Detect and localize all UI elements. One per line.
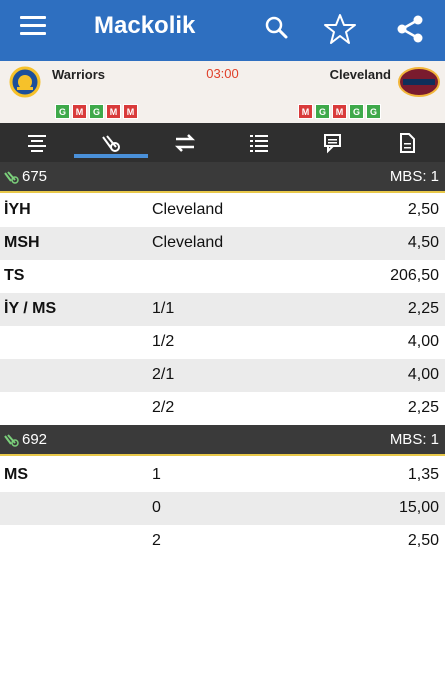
form-badge: G bbox=[89, 104, 104, 119]
bet-section-header: 692 MBS: 1 bbox=[0, 425, 445, 456]
odd-value: 2,50 bbox=[407, 532, 439, 549]
odds-row[interactable]: İYH Cleveland 2,50 bbox=[0, 194, 445, 227]
summary-icon bbox=[28, 134, 46, 152]
odd-value: 4,00 bbox=[407, 366, 439, 383]
pick-label: 1/2 bbox=[152, 333, 175, 350]
odds-row[interactable]: MS 1 1,35 bbox=[0, 459, 445, 492]
form-badge: M bbox=[72, 104, 87, 119]
form-badge: M bbox=[123, 104, 138, 119]
away-form: M G M G G bbox=[298, 104, 381, 119]
pick-label: 1 bbox=[152, 466, 161, 483]
odds-row[interactable]: 2 2,50 bbox=[0, 525, 445, 558]
mbs-label: MBS: 1 bbox=[389, 431, 439, 448]
tab-bar bbox=[0, 123, 445, 162]
tab-document[interactable] bbox=[370, 123, 444, 162]
cavaliers-logo-icon[interactable] bbox=[397, 65, 441, 99]
warriors-logo-icon[interactable] bbox=[9, 65, 41, 99]
odd-value: 4,50 bbox=[407, 234, 439, 251]
odds-row[interactable]: İY / MS 1/1 2,25 bbox=[0, 293, 445, 326]
form-badge: M bbox=[298, 104, 313, 119]
odds-row[interactable]: 2/2 2,25 bbox=[0, 392, 445, 425]
market-label: TS bbox=[4, 267, 25, 284]
pick-label: 1/1 bbox=[152, 300, 175, 317]
list-icon bbox=[250, 134, 268, 152]
form-badge: G bbox=[315, 104, 330, 119]
odd-value: 2,25 bbox=[407, 300, 439, 317]
home-team-name[interactable]: Warriors bbox=[52, 67, 105, 82]
share-icon[interactable] bbox=[393, 12, 427, 46]
market-label: İYH bbox=[4, 201, 31, 218]
home-form: G M G M M bbox=[55, 104, 138, 119]
bet-code: 692 bbox=[22, 431, 48, 448]
odds-icon bbox=[4, 170, 19, 184]
pick-label: 0 bbox=[152, 499, 161, 516]
form-badge: G bbox=[349, 104, 364, 119]
h2h-icon bbox=[174, 133, 196, 152]
pick-label: 2/1 bbox=[152, 366, 175, 383]
app-bar: Mackolik bbox=[0, 0, 445, 61]
menu-icon[interactable] bbox=[20, 16, 46, 38]
odd-value: 4,00 bbox=[407, 333, 439, 350]
pick-label: Cleveland bbox=[152, 234, 224, 251]
odd-value: 2,50 bbox=[407, 201, 439, 218]
odds-row[interactable]: TS 206,50 bbox=[0, 260, 445, 293]
odd-value: 206,50 bbox=[390, 267, 439, 284]
bet-code: 675 bbox=[22, 168, 48, 185]
market-label: MSH bbox=[4, 234, 40, 251]
odd-value: 2,25 bbox=[407, 399, 439, 416]
form-badge: M bbox=[106, 104, 121, 119]
match-header: Warriors 03:00 Cleveland G M G M M M G M… bbox=[0, 61, 445, 123]
tab-comments[interactable] bbox=[296, 123, 370, 162]
market-label: MS bbox=[4, 466, 28, 483]
odds-row[interactable]: 1/2 4,00 bbox=[0, 326, 445, 359]
app-title: Mackolik bbox=[94, 12, 196, 39]
pick-label: 2 bbox=[152, 532, 161, 549]
odds-icon bbox=[102, 134, 120, 152]
pick-label: 2/2 bbox=[152, 399, 175, 416]
document-icon bbox=[400, 132, 415, 153]
tab-list[interactable] bbox=[222, 123, 296, 162]
odds-row[interactable]: 0 15,00 bbox=[0, 492, 445, 525]
odds-row[interactable]: 2/1 4,00 bbox=[0, 359, 445, 392]
odds-row[interactable]: MSH Cleveland 4,50 bbox=[0, 227, 445, 260]
odds-icon bbox=[4, 433, 19, 447]
form-badge: G bbox=[55, 104, 70, 119]
pick-label: Cleveland bbox=[152, 201, 224, 218]
odd-value: 1,35 bbox=[407, 466, 439, 483]
tab-h2h[interactable] bbox=[148, 123, 222, 162]
tab-odds[interactable] bbox=[74, 123, 148, 162]
form-badge: M bbox=[332, 104, 347, 119]
bet-section-header: 675 MBS: 1 bbox=[0, 162, 445, 193]
star-icon[interactable] bbox=[323, 12, 357, 46]
market-label: İY / MS bbox=[4, 300, 57, 317]
comments-icon bbox=[324, 133, 341, 153]
away-team-name[interactable]: Cleveland bbox=[329, 67, 391, 82]
mbs-label: MBS: 1 bbox=[389, 168, 439, 185]
match-time: 03:00 bbox=[206, 66, 239, 81]
form-badge: G bbox=[366, 104, 381, 119]
search-icon[interactable] bbox=[260, 12, 294, 46]
tab-summary[interactable] bbox=[0, 123, 74, 162]
odd-value: 15,00 bbox=[398, 499, 439, 516]
